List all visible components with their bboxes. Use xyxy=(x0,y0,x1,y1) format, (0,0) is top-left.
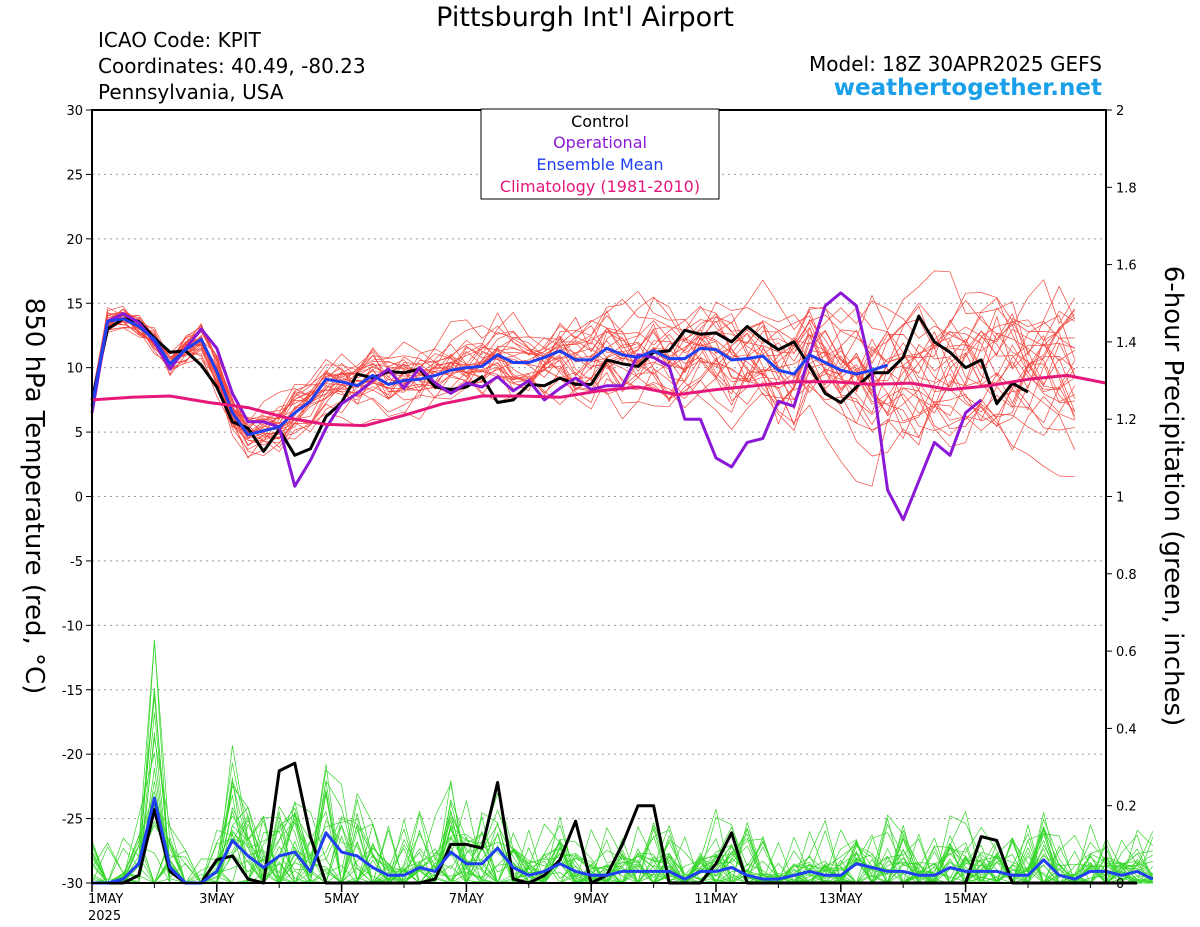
y-right-tick-label: 1.4 xyxy=(1116,336,1137,351)
precip-member-13 xyxy=(91,783,1154,884)
y-left-tick-label: -30 xyxy=(62,877,83,892)
x-tick-label: 15MAY xyxy=(944,892,988,907)
precip-member-15 xyxy=(91,794,1153,884)
region: Pennsylvania, USA xyxy=(98,80,284,104)
legend-control: Control xyxy=(571,112,629,131)
y-left-tick-label: 25 xyxy=(66,168,83,183)
temp-member-26 xyxy=(91,306,1076,434)
temp-member-7 xyxy=(91,305,1076,450)
y-left-tick-label: 10 xyxy=(66,362,83,377)
y-left-tick-label: -5 xyxy=(70,555,83,570)
y-right-tick-label: 2 xyxy=(1116,104,1124,119)
x-tick-label: 11MAY xyxy=(694,892,738,907)
y-right-tick-label: 0.2 xyxy=(1116,800,1137,815)
site-link[interactable]: weathertogether.net xyxy=(833,75,1102,101)
icao-code: ICAO Code: KPIT xyxy=(98,28,261,52)
x-tick-sublabel: 2025 xyxy=(88,909,121,924)
temp-member-11 xyxy=(91,305,1076,439)
y-left-tick-label: -20 xyxy=(62,748,83,763)
y-left-tick-label: 20 xyxy=(66,233,83,248)
y-right-tick-label: 1 xyxy=(1116,491,1124,506)
precip-member-9 xyxy=(91,737,1154,884)
x-tick-label: 1MAY xyxy=(88,892,123,907)
temp-series-climatology-1981-2010 xyxy=(91,373,1107,428)
y-left-tick-label: 5 xyxy=(75,426,83,441)
x-tick-label: 13MAY xyxy=(819,892,863,907)
temp-member-17 xyxy=(91,317,1075,459)
y-left-axis-title: 850 hPa Temperature (red, °C) xyxy=(19,298,49,695)
temp-series-ensemble-mean xyxy=(90,317,889,437)
temp-member-2 xyxy=(91,317,1076,441)
y-left-tick-label: -25 xyxy=(62,813,83,828)
legend-ensemble-mean: Ensemble Mean xyxy=(536,155,663,174)
y-right-axis-title: 6-hour Precipitation (green, inches) xyxy=(1158,266,1188,726)
y-left-tick-label: 0 xyxy=(75,491,83,506)
legend-operational: Operational xyxy=(553,133,647,152)
x-tick-label: 9MAY xyxy=(574,892,609,907)
temp-member-22 xyxy=(91,279,1076,425)
x-tick-label: 5MAY xyxy=(324,892,359,907)
y-right-tick-label: 0 xyxy=(1116,877,1124,892)
precip-member-29 xyxy=(92,752,1153,884)
temp-member-10 xyxy=(91,311,1076,446)
y-right-tick-label: 1.6 xyxy=(1116,259,1137,274)
temp-member-4 xyxy=(91,315,1075,436)
legend-climatology: Climatology (1981-2010) xyxy=(500,177,700,196)
y-right-tick-label: 0.8 xyxy=(1116,568,1137,583)
y-right-tick-label: 0.4 xyxy=(1116,722,1137,737)
plot-frame xyxy=(91,109,1107,884)
y-left-tick-label: -10 xyxy=(62,619,83,634)
y-right-tick-label: 1.2 xyxy=(1116,413,1137,428)
x-tick-label: 7MAY xyxy=(449,892,484,907)
axes: 302520151050-5-10-15-20-25-3021.81.61.41… xyxy=(62,104,1137,924)
x-tick-label: 3MAY xyxy=(199,892,234,907)
temp-member-21 xyxy=(91,312,1075,440)
y-right-tick-label: 1.8 xyxy=(1116,181,1137,196)
grid xyxy=(92,173,1106,820)
temp-member-20 xyxy=(91,313,1076,434)
chart-title: Pittsburgh Int'l Airport xyxy=(436,2,734,33)
coordinates: Coordinates: 40.49, -80.23 xyxy=(98,54,366,78)
precip-series-ensemble-mean xyxy=(92,796,1154,885)
y-left-tick-label: -15 xyxy=(62,684,83,699)
y-left-tick-label: 15 xyxy=(66,297,83,312)
temp-member-1 xyxy=(91,297,1075,431)
model-run: Model: 18Z 30APR2025 GEFS xyxy=(809,52,1102,76)
temp-member-18 xyxy=(91,279,1076,433)
precip-member-27 xyxy=(92,769,1153,884)
temp-member-29 xyxy=(91,301,1075,433)
legend: Control Operational Ensemble Mean Climat… xyxy=(480,108,720,200)
y-right-tick-label: 0.6 xyxy=(1116,645,1137,660)
y-left-tick-label: 30 xyxy=(66,104,83,119)
